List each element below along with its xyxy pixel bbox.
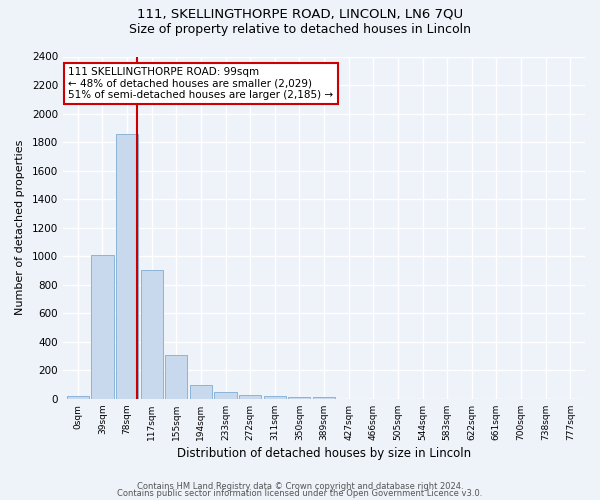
Bar xyxy=(116,134,138,399)
Text: 111 SKELLINGTHORPE ROAD: 99sqm
← 48% of detached houses are smaller (2,029)
51% : 111 SKELLINGTHORPE ROAD: 99sqm ← 48% of … xyxy=(68,67,334,100)
Bar xyxy=(165,354,187,399)
Bar xyxy=(214,392,236,399)
Bar xyxy=(190,384,212,399)
Bar xyxy=(67,396,89,399)
Text: Size of property relative to detached houses in Lincoln: Size of property relative to detached ho… xyxy=(129,22,471,36)
Bar xyxy=(140,270,163,399)
Y-axis label: Number of detached properties: Number of detached properties xyxy=(15,140,25,316)
Text: Contains public sector information licensed under the Open Government Licence v3: Contains public sector information licen… xyxy=(118,489,482,498)
Bar xyxy=(264,396,286,399)
Text: 111, SKELLINGTHORPE ROAD, LINCOLN, LN6 7QU: 111, SKELLINGTHORPE ROAD, LINCOLN, LN6 7… xyxy=(137,8,463,20)
Bar xyxy=(289,396,310,399)
Text: Contains HM Land Registry data © Crown copyright and database right 2024.: Contains HM Land Registry data © Crown c… xyxy=(137,482,463,491)
Bar xyxy=(313,396,335,399)
Bar xyxy=(91,255,113,399)
Bar xyxy=(239,394,261,399)
X-axis label: Distribution of detached houses by size in Lincoln: Distribution of detached houses by size … xyxy=(177,447,471,460)
